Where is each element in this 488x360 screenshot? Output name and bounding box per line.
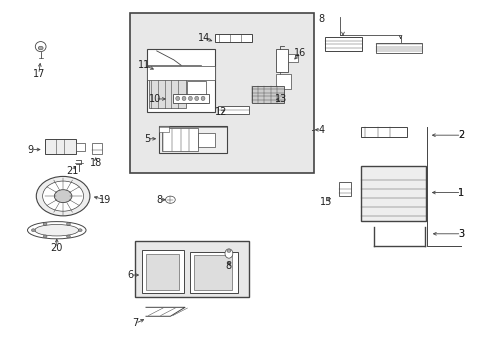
Circle shape <box>226 249 230 252</box>
Bar <box>186 81 206 103</box>
Bar <box>360 127 406 137</box>
Circle shape <box>165 196 175 203</box>
Bar <box>217 106 249 114</box>
Text: 2: 2 <box>457 130 464 140</box>
Text: 3: 3 <box>457 229 464 239</box>
Circle shape <box>43 235 47 238</box>
Text: 2: 2 <box>457 130 464 140</box>
Bar <box>288 54 298 62</box>
Text: 16: 16 <box>294 48 306 58</box>
Bar <box>172 94 209 103</box>
Circle shape <box>36 176 90 216</box>
Ellipse shape <box>27 222 86 239</box>
Bar <box>198 133 215 147</box>
Bar <box>276 49 288 72</box>
Text: 9: 9 <box>28 144 34 154</box>
Text: 17: 17 <box>33 69 45 79</box>
Text: 13: 13 <box>274 94 286 104</box>
Bar <box>92 143 102 154</box>
Bar <box>161 128 198 151</box>
Bar <box>146 253 179 290</box>
Text: 20: 20 <box>50 243 63 253</box>
Circle shape <box>38 46 43 50</box>
Text: 1: 1 <box>457 188 464 198</box>
Ellipse shape <box>188 96 192 100</box>
Text: 8: 8 <box>318 14 324 24</box>
Circle shape <box>43 222 47 225</box>
Bar <box>142 250 183 293</box>
Ellipse shape <box>201 96 204 100</box>
Bar <box>159 126 168 132</box>
Bar <box>76 143 85 150</box>
Text: 15: 15 <box>320 197 332 207</box>
Text: 18: 18 <box>89 158 102 168</box>
Ellipse shape <box>224 249 232 258</box>
Text: 5: 5 <box>143 134 150 144</box>
Text: 10: 10 <box>149 94 161 104</box>
Ellipse shape <box>35 41 46 51</box>
Text: 14: 14 <box>198 33 210 43</box>
Circle shape <box>42 181 83 211</box>
Bar <box>130 13 314 173</box>
Bar <box>251 86 283 103</box>
Bar <box>375 42 422 53</box>
Text: 3: 3 <box>457 229 464 239</box>
Bar <box>149 76 185 108</box>
Circle shape <box>54 190 72 203</box>
Text: 11: 11 <box>138 60 150 70</box>
Text: 4: 4 <box>318 125 324 135</box>
Bar <box>44 139 76 154</box>
Bar <box>159 126 227 153</box>
Bar <box>147 49 215 112</box>
Text: 8: 8 <box>156 195 162 205</box>
Circle shape <box>78 229 82 231</box>
Ellipse shape <box>35 225 79 236</box>
Bar <box>193 255 231 290</box>
Text: 7: 7 <box>132 319 138 328</box>
Bar <box>276 74 290 89</box>
Text: 6: 6 <box>127 270 133 280</box>
Bar <box>360 166 426 221</box>
Text: 21: 21 <box>66 166 79 176</box>
Bar <box>189 252 237 293</box>
Text: 12: 12 <box>214 107 227 117</box>
Bar <box>147 66 215 80</box>
Bar <box>215 34 251 42</box>
Text: 19: 19 <box>99 195 111 205</box>
Bar <box>338 182 350 196</box>
Ellipse shape <box>194 96 198 100</box>
Circle shape <box>66 222 70 225</box>
Bar <box>135 241 249 297</box>
Bar <box>325 37 361 51</box>
Text: 8: 8 <box>225 261 231 271</box>
Ellipse shape <box>175 96 179 100</box>
Text: 1: 1 <box>457 188 464 198</box>
Ellipse shape <box>182 96 185 100</box>
Circle shape <box>31 229 35 231</box>
Circle shape <box>66 235 70 238</box>
